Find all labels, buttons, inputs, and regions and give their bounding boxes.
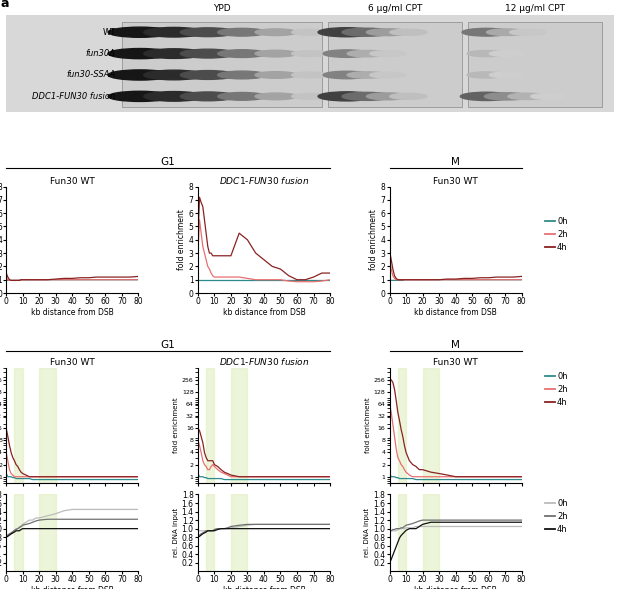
Circle shape — [508, 93, 547, 100]
Title: Fun30 WT: Fun30 WT — [50, 358, 94, 367]
Circle shape — [255, 50, 297, 57]
Circle shape — [144, 70, 204, 80]
FancyBboxPatch shape — [328, 22, 462, 107]
Title: $\it{DDC1}$-$\it{FUN30}$ $\it{fusion}$: $\it{DDC1}$-$\it{FUN30}$ $\it{fusion}$ — [218, 356, 309, 367]
Circle shape — [318, 92, 375, 101]
Circle shape — [255, 29, 297, 35]
Circle shape — [180, 92, 236, 101]
Circle shape — [292, 51, 328, 57]
Circle shape — [318, 28, 375, 37]
X-axis label: kb distance from DSB: kb distance from DSB — [414, 586, 497, 589]
FancyBboxPatch shape — [122, 22, 322, 107]
Circle shape — [180, 28, 236, 37]
Text: 6 µg/ml CPT: 6 µg/ml CPT — [368, 4, 422, 13]
Circle shape — [390, 94, 427, 100]
X-axis label: kb distance from DSB: kb distance from DSB — [31, 307, 114, 316]
Circle shape — [323, 50, 370, 57]
Legend: 0h, 2h, 4h: 0h, 2h, 4h — [545, 217, 568, 252]
Y-axis label: fold enrichment: fold enrichment — [177, 209, 186, 270]
Circle shape — [292, 94, 328, 100]
Text: M: M — [451, 340, 460, 350]
Circle shape — [342, 28, 392, 37]
Circle shape — [370, 72, 406, 78]
Y-axis label: rel. DNA input: rel. DNA input — [365, 508, 370, 557]
Circle shape — [180, 71, 236, 80]
Circle shape — [255, 72, 297, 78]
Title: Fun30 WT: Fun30 WT — [433, 177, 478, 186]
Circle shape — [489, 72, 524, 78]
X-axis label: kb distance from DSB: kb distance from DSB — [223, 586, 305, 589]
Circle shape — [531, 94, 566, 99]
Bar — [14, 495, 23, 571]
Text: G1: G1 — [161, 157, 175, 167]
Circle shape — [510, 29, 545, 35]
Legend: 0h, 2h, 4h: 0h, 2h, 4h — [545, 372, 568, 407]
Text: fun30Δ: fun30Δ — [86, 49, 115, 58]
Text: WT: WT — [102, 28, 115, 37]
Bar — [231, 368, 247, 483]
FancyBboxPatch shape — [468, 22, 602, 107]
Bar — [39, 368, 56, 483]
Y-axis label: fold enrichment: fold enrichment — [365, 398, 371, 453]
X-axis label: kb distance from DSB: kb distance from DSB — [31, 586, 114, 589]
Bar — [423, 368, 439, 483]
Circle shape — [342, 92, 392, 100]
Circle shape — [390, 29, 427, 35]
Text: 12 µg/ml CPT: 12 µg/ml CPT — [505, 4, 565, 13]
Circle shape — [144, 91, 204, 101]
Circle shape — [218, 71, 266, 79]
Text: fun30-SSAA: fun30-SSAA — [66, 71, 115, 80]
Circle shape — [218, 92, 266, 100]
Circle shape — [487, 29, 528, 35]
Bar — [206, 368, 214, 483]
Circle shape — [108, 70, 172, 80]
Circle shape — [489, 51, 524, 57]
X-axis label: kb distance from DSB: kb distance from DSB — [223, 307, 305, 316]
Bar — [39, 495, 56, 571]
Title: Fun30 WT: Fun30 WT — [50, 177, 94, 186]
Circle shape — [292, 29, 328, 35]
Circle shape — [180, 49, 236, 58]
Bar — [231, 495, 247, 571]
Y-axis label: fold enrichment: fold enrichment — [369, 209, 378, 270]
Bar — [423, 495, 439, 571]
Circle shape — [144, 28, 204, 37]
Y-axis label: rel. DNA input: rel. DNA input — [173, 508, 179, 557]
Bar — [398, 368, 406, 483]
Circle shape — [323, 71, 370, 79]
Circle shape — [366, 93, 409, 100]
Circle shape — [108, 91, 172, 101]
Title: Fun30 WT: Fun30 WT — [433, 358, 478, 367]
Circle shape — [218, 49, 266, 58]
Circle shape — [347, 51, 387, 57]
Legend: 0h, 2h, 4h: 0h, 2h, 4h — [545, 499, 568, 534]
Circle shape — [255, 93, 297, 100]
Circle shape — [460, 92, 512, 101]
Circle shape — [467, 51, 505, 57]
Circle shape — [108, 48, 172, 59]
Text: a: a — [0, 0, 9, 10]
Circle shape — [347, 72, 387, 78]
Text: M: M — [451, 157, 460, 167]
Circle shape — [462, 28, 510, 36]
Circle shape — [292, 72, 328, 78]
Circle shape — [144, 49, 204, 58]
Y-axis label: fold enrichment: fold enrichment — [173, 398, 179, 453]
X-axis label: kb distance from DSB: kb distance from DSB — [414, 307, 497, 316]
Text: YPD: YPD — [213, 4, 231, 13]
Circle shape — [484, 92, 529, 100]
Circle shape — [218, 28, 266, 36]
Text: DDC1-FUN30 fusion: DDC1-FUN30 fusion — [32, 92, 115, 101]
Bar — [398, 495, 406, 571]
Text: G1: G1 — [161, 340, 175, 350]
Circle shape — [366, 29, 409, 36]
Title: $\it{DDC1}$-$\it{FUN30}$ $\it{fusion}$: $\it{DDC1}$-$\it{FUN30}$ $\it{fusion}$ — [218, 175, 309, 186]
Circle shape — [467, 72, 505, 78]
Circle shape — [108, 27, 172, 37]
Bar — [14, 368, 23, 483]
Bar — [206, 495, 214, 571]
Circle shape — [370, 51, 406, 57]
